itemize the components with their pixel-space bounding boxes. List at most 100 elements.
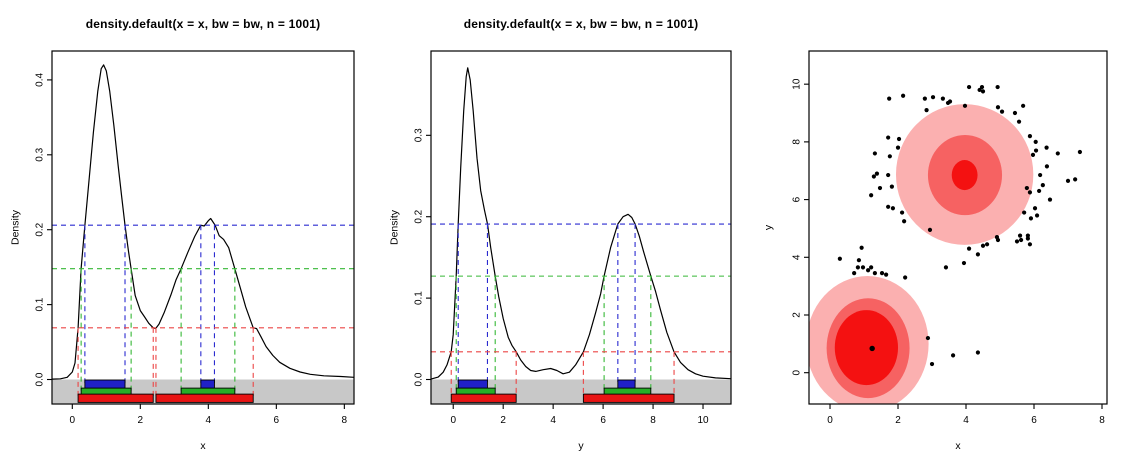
scatter-point [1012, 110, 1018, 116]
scatter-point [860, 265, 866, 270]
hdr-interval-bar [582, 393, 675, 403]
mode-point [869, 345, 875, 352]
scatter-point [1047, 197, 1053, 202]
y-tick-label: 0.1 [35, 297, 46, 311]
scatter-point [856, 258, 862, 263]
y-tick-label: 0.2 [35, 222, 46, 236]
scatter-point [966, 246, 972, 251]
scatter-point [961, 260, 967, 266]
scatter-point [872, 151, 877, 156]
scatter-point [874, 171, 880, 176]
scatter-point [1033, 148, 1039, 153]
scatter-point [1038, 172, 1043, 178]
x-tick-label: 4 [550, 415, 556, 426]
scatter-point [1030, 152, 1036, 157]
scatter-point [977, 87, 982, 93]
panel2-y-axis-label: Density [388, 210, 401, 246]
scatter-point [887, 154, 892, 159]
scatter-point [945, 100, 951, 106]
density-curve [430, 67, 731, 380]
x-tick-label: 6 [274, 415, 280, 426]
scatter-point [872, 271, 877, 276]
panel2-title: density.default(x = x, bw = bw, n = 1001… [463, 17, 699, 31]
scatter-point [975, 350, 981, 355]
panel3-y-axis-label: y [762, 224, 775, 231]
panel1-x-axis-label: x [200, 440, 206, 452]
scatter-point [930, 95, 936, 100]
scatter-point [899, 210, 905, 215]
scatter-point [1017, 233, 1023, 238]
scatter-point [924, 108, 929, 113]
scatter-point [1014, 239, 1020, 244]
x-tick-label: 6 [1031, 415, 1037, 426]
y-tick-label: 0.4 [35, 73, 46, 87]
panel-density-y-hdr: 0 2 4 6 8 10 0.0 0.1 0.2 0.3 [414, 50, 732, 426]
density-curve [52, 64, 354, 380]
hdr-interval-bar [84, 379, 126, 389]
scatter-point [1073, 177, 1078, 182]
y-tick-label: 0.0 [414, 372, 425, 386]
scatter-point [1033, 139, 1038, 144]
scatter-point [869, 265, 874, 270]
scatter-point [979, 84, 985, 90]
scatter-point [877, 185, 883, 191]
x-tick-label: 4 [206, 415, 212, 426]
y-tick-label: 2 [792, 312, 803, 318]
scatter-point [869, 193, 874, 198]
x-tick-label: 2 [500, 415, 506, 426]
scatter-point [1024, 185, 1029, 191]
hdr-region [951, 160, 978, 191]
scatter-point [1025, 233, 1030, 238]
scatter-point [855, 265, 860, 270]
scatter-point [865, 268, 871, 273]
plot-box [808, 50, 1108, 405]
x-tick-label: 2 [138, 415, 144, 426]
scatter-point [1027, 190, 1033, 195]
scatter-point [1040, 183, 1045, 188]
scatter-point [1055, 151, 1060, 156]
scatter-point [896, 136, 902, 142]
scatter-point [975, 252, 981, 257]
plot-box [430, 50, 732, 405]
scatter-point [1027, 242, 1033, 247]
scatter-point [929, 361, 935, 367]
scatter-point [879, 271, 885, 276]
x-tick-label: 8 [1099, 415, 1105, 426]
scatter-point [889, 184, 894, 189]
panel-bivariate-hdr-boxplot: 0 2 4 6 8 0 2 4 6 8 10 [792, 50, 1108, 426]
hdr-region [834, 310, 899, 386]
x-tick-label: 0 [70, 415, 76, 426]
scatter-point [1034, 213, 1040, 218]
scatter-point [927, 227, 933, 232]
scatter-point [1018, 237, 1024, 243]
scatter-point [980, 89, 986, 94]
scatter-point [903, 275, 908, 280]
y-tick-label: 4 [792, 254, 803, 260]
scatter-point [901, 93, 906, 98]
scatter-point [1065, 178, 1071, 183]
scatter-point [1021, 103, 1026, 108]
scatter-point [890, 206, 896, 211]
scatter-point [950, 353, 956, 358]
scatter-point [1044, 164, 1050, 169]
scatter-point [895, 145, 901, 150]
x-tick-label: 10 [697, 415, 709, 426]
panel1-y-axis-label: Density [9, 210, 22, 246]
scatter-point [980, 243, 986, 248]
scatter-point [922, 96, 927, 101]
scatter-point [995, 84, 1000, 90]
scatter-point [884, 272, 889, 277]
y-tick-label: 0.3 [414, 128, 425, 142]
scatter-point [1044, 145, 1049, 150]
scatter-point [1027, 134, 1033, 139]
scatter-point [940, 96, 945, 101]
hdr-interval-bar [200, 379, 215, 389]
plot-box [51, 50, 355, 405]
y-tick-label: 8 [792, 139, 803, 145]
scatter-point [886, 204, 891, 209]
scatter-point [1077, 149, 1083, 155]
panel1-title: density.default(x = x, bw = bw, n = 1001… [85, 17, 321, 31]
y-tick-label: 0.3 [35, 147, 46, 161]
